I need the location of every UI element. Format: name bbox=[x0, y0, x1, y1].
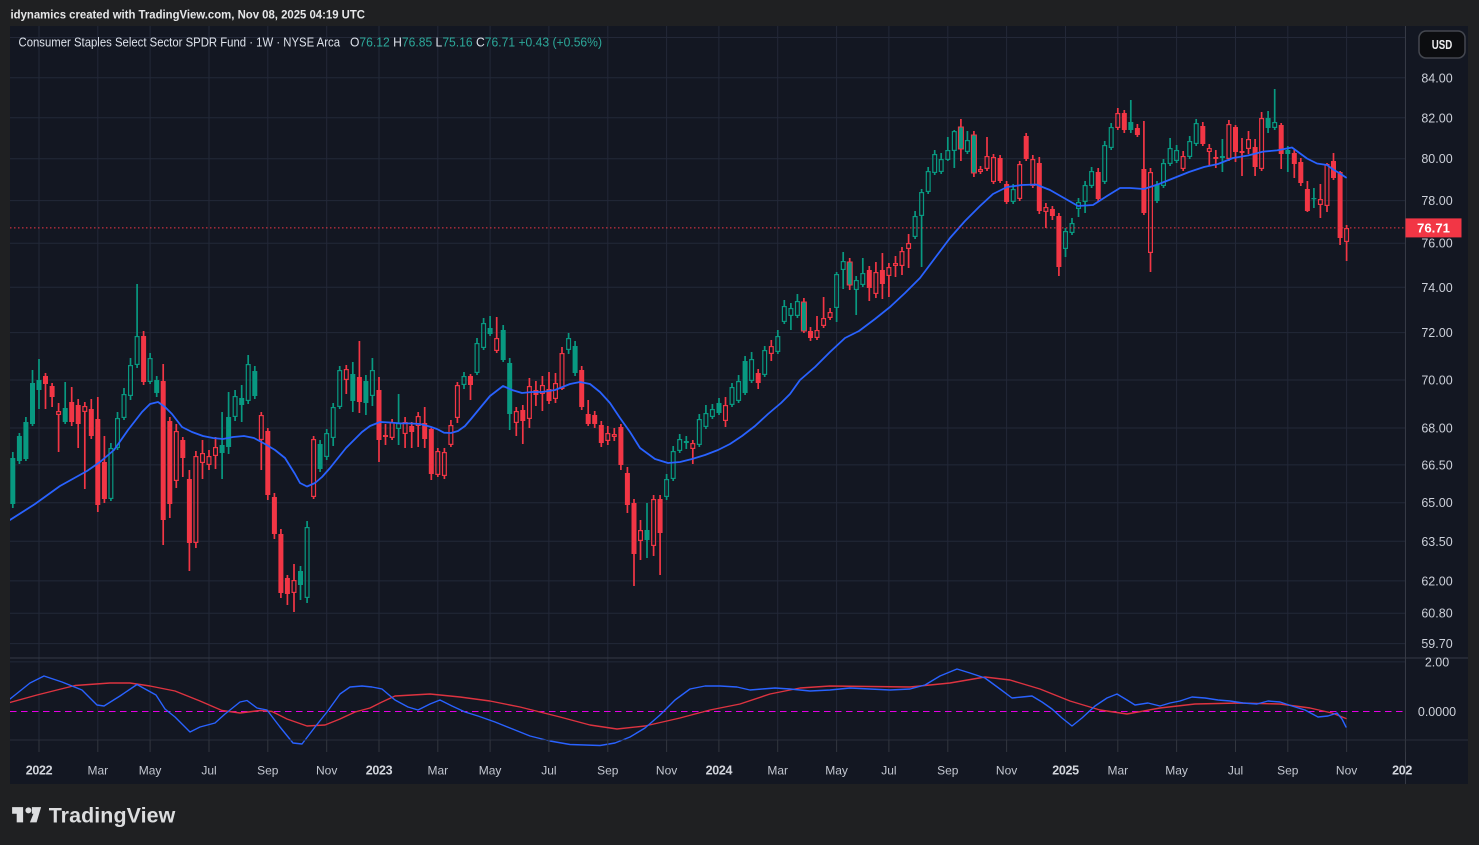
svg-text:2025: 2025 bbox=[1052, 764, 1079, 778]
svg-text:68.00: 68.00 bbox=[1421, 422, 1452, 436]
svg-text:May: May bbox=[479, 764, 502, 778]
svg-text:Jul: Jul bbox=[881, 764, 896, 778]
svg-text:May: May bbox=[825, 764, 848, 778]
svg-text:74.00: 74.00 bbox=[1421, 281, 1452, 295]
svg-text:Mar: Mar bbox=[1107, 764, 1128, 778]
svg-text:72.00: 72.00 bbox=[1421, 326, 1452, 340]
svg-text:60.80: 60.80 bbox=[1421, 607, 1452, 621]
svg-text:78.00: 78.00 bbox=[1421, 194, 1452, 208]
svg-text:Jul: Jul bbox=[1228, 764, 1243, 778]
svg-text:Mar: Mar bbox=[427, 764, 448, 778]
svg-text:Jul: Jul bbox=[541, 764, 556, 778]
svg-text:76.00: 76.00 bbox=[1421, 237, 1452, 251]
svg-text:USD: USD bbox=[1432, 38, 1453, 52]
svg-text:Sep: Sep bbox=[937, 764, 959, 778]
svg-text:May: May bbox=[139, 764, 162, 778]
svg-text:0.0000: 0.0000 bbox=[1418, 705, 1456, 719]
svg-text:Nov: Nov bbox=[316, 764, 337, 778]
svg-text:66.50: 66.50 bbox=[1421, 458, 1452, 472]
svg-text:80.00: 80.00 bbox=[1421, 152, 1452, 166]
svg-text:59.70: 59.70 bbox=[1421, 637, 1452, 651]
svg-text:Jul: Jul bbox=[201, 764, 216, 778]
svg-text:62.00: 62.00 bbox=[1421, 574, 1452, 588]
svg-text:70.00: 70.00 bbox=[1421, 374, 1452, 388]
svg-text:Nov: Nov bbox=[656, 764, 677, 778]
svg-text:TradingView: TradingView bbox=[49, 803, 176, 827]
svg-text:Consumer Staples Select Sector: Consumer Staples Select Sector SPDR Fund… bbox=[19, 36, 341, 50]
svg-text:Sep: Sep bbox=[1277, 764, 1299, 778]
svg-text:idynamics created with Trading: idynamics created with TradingView.com, … bbox=[11, 8, 366, 22]
svg-text:Sep: Sep bbox=[257, 764, 279, 778]
svg-text:63.50: 63.50 bbox=[1421, 535, 1452, 549]
svg-text:2022: 2022 bbox=[26, 764, 53, 778]
svg-text:65.00: 65.00 bbox=[1421, 496, 1452, 510]
svg-text:84.00: 84.00 bbox=[1421, 71, 1452, 85]
svg-text:O76.12 H76.85 L75.16 C76.71 +0: O76.12 H76.85 L75.16 C76.71 +0.43 (+0.56… bbox=[350, 36, 602, 50]
svg-text:May: May bbox=[1165, 764, 1188, 778]
svg-text:2024: 2024 bbox=[706, 764, 733, 778]
svg-text:2023: 2023 bbox=[366, 764, 393, 778]
svg-text:Mar: Mar bbox=[87, 764, 108, 778]
svg-text:Sep: Sep bbox=[597, 764, 619, 778]
svg-text:2026: 2026 bbox=[1392, 764, 1419, 778]
svg-text:Nov: Nov bbox=[1336, 764, 1357, 778]
svg-text:2.00: 2.00 bbox=[1425, 655, 1449, 669]
svg-text:82.00: 82.00 bbox=[1421, 111, 1452, 125]
svg-text:76.71: 76.71 bbox=[1417, 221, 1450, 236]
svg-text:Mar: Mar bbox=[767, 764, 788, 778]
svg-text:Nov: Nov bbox=[996, 764, 1017, 778]
